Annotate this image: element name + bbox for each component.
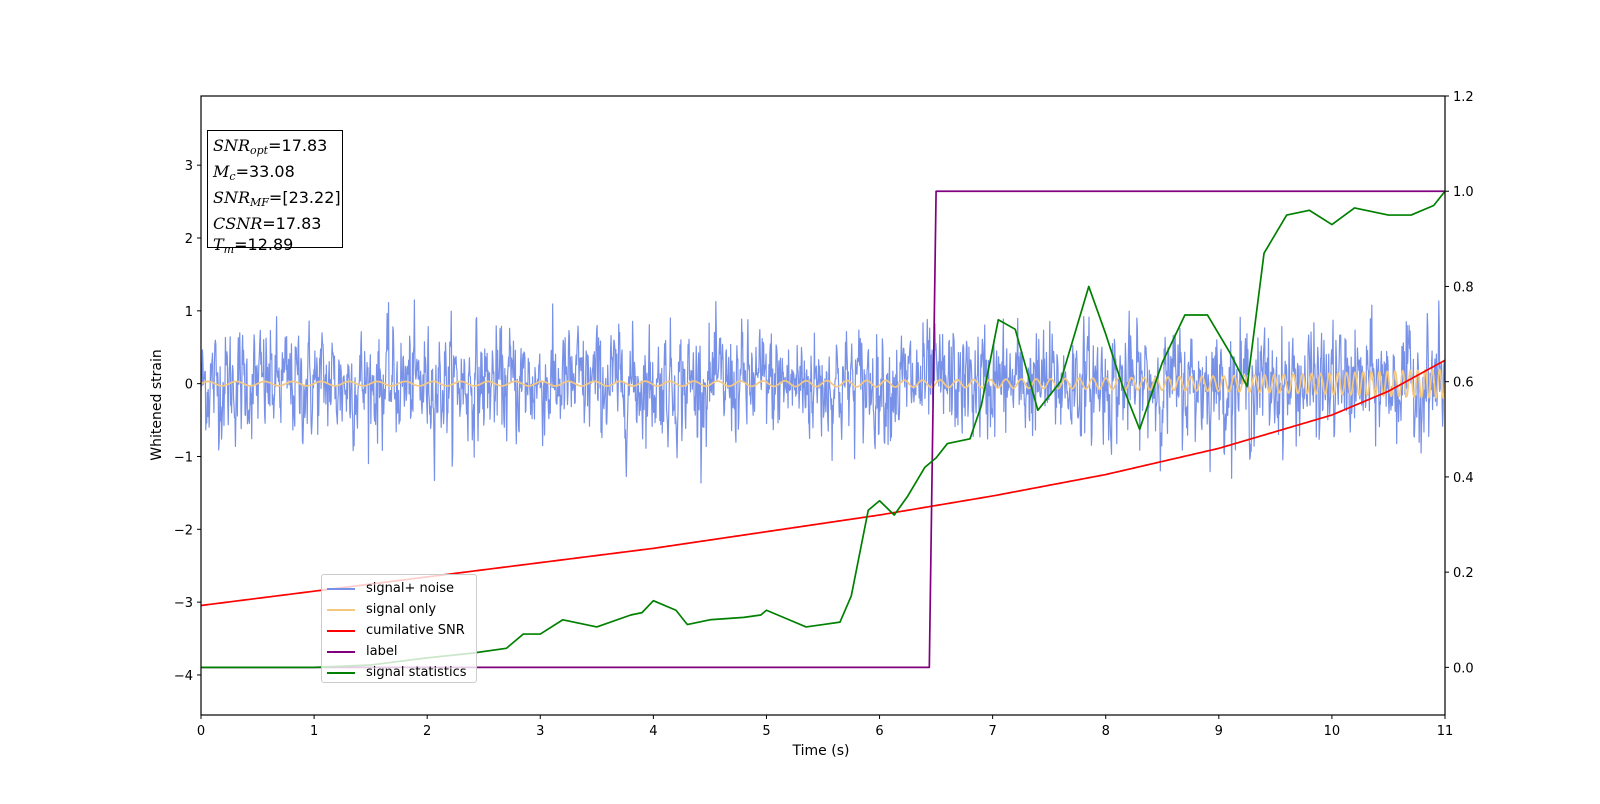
legend-swatch-cumulative-snr [327,629,355,632]
legend-swatch-signal-noise [327,587,355,590]
stats-line-snr-mf: SNRMF=[23.22] [213,188,341,209]
x-tick-label: 7 [988,724,996,739]
legend-label-signal-statistics: signal statistics [366,665,467,680]
legend-label-signal-noise: signal+ noise [366,581,455,596]
legend-label-signal-only: signal only [366,602,437,617]
legend-label-label: label [366,644,398,659]
stats-line-csnr: CSNR=17.83 [213,214,322,233]
x-axis-label: Time (s) [792,743,850,759]
legend-swatch-signal-only [327,608,355,611]
legend-item-label: label [327,641,476,662]
y-tick-label: −3 [174,596,193,611]
y-tick-label: −4 [174,669,193,684]
y-tick-label: 0 [185,378,193,393]
series-signal-only-line [201,368,1445,399]
y-tick-label: 2 [185,232,193,247]
legend: signal+ noise signal only cumilative SNR… [321,574,477,683]
y2-tick-label: 0.2 [1453,566,1474,581]
x-tick-label: 6 [875,724,883,739]
x-tick-label: 3 [536,724,544,739]
legend-item-signal-statistics: signal statistics [327,662,476,683]
y2-tick-label: 1.2 [1453,90,1474,105]
y2-tick-label: 0.8 [1453,280,1474,295]
x-tick-label: 11 [1437,724,1454,739]
x-tick-label: 5 [762,724,770,739]
y-tick-label: 3 [185,159,193,174]
x-tick-label: 8 [1102,724,1110,739]
y-axis-label: Whitened strain [149,349,165,460]
y2-tick-label: 0.6 [1453,376,1474,391]
x-tick-label: 10 [1324,724,1341,739]
series-label-line [201,190,1445,669]
y-tick-label: 1 [185,305,193,320]
legend-item-cumulative-snr: cumilative SNR [327,620,476,641]
plot-frame [200,95,1446,716]
legend-swatch-signal-statistics [327,671,355,674]
stats-annotation-box: SNRopt=17.83 Mc=33.08 SNRMF=[23.22] CSNR… [207,130,343,256]
y-axis-right: 0.0 0.2 0.4 0.6 0.8 1.0 1.2 [1445,90,1474,676]
x-axis: 0 1 2 3 4 5 6 7 8 9 10 11 [197,715,1453,739]
y2-tick-label: 0.4 [1453,471,1474,486]
stats-line-mc: Mc=33.08 [213,162,295,183]
y-tick-label: −1 [174,450,193,465]
x-tick-label: 1 [310,724,318,739]
legend-swatch-label [327,650,355,653]
x-tick-label: 0 [197,724,205,739]
y2-tick-label: 0.0 [1453,661,1474,676]
legend-item-signal-only: signal only [327,599,476,620]
x-tick-label: 4 [649,724,657,739]
legend-label-cumulative-snr: cumilative SNR [366,623,465,638]
stats-line-tm: Tm=12.89 [213,235,294,256]
series-signal-statistics-line [201,190,1445,669]
legend-item-signal-noise: signal+ noise [327,578,476,599]
y-axis-left: −4 −3 −2 −1 0 1 2 3 [174,159,201,684]
y-tick-label: −2 [174,523,193,538]
stats-line-snr-opt: SNRopt=17.83 [213,136,328,157]
x-tick-label: 9 [1215,724,1223,739]
x-tick-label: 2 [423,724,431,739]
y2-tick-label: 1.0 [1453,185,1474,200]
